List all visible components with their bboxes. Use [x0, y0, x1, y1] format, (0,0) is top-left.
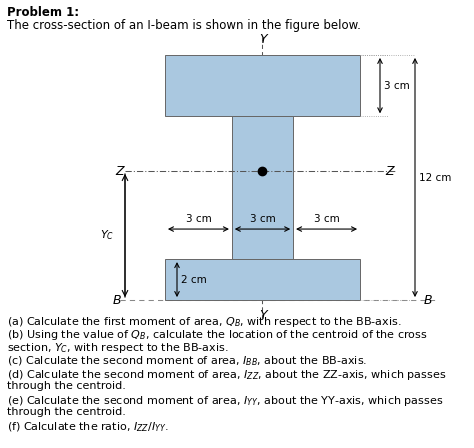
- Text: (d) Calculate the second moment of area, $I_{ZZ}$, about the ZZ-axis, which pass: (d) Calculate the second moment of area,…: [7, 368, 447, 382]
- Text: 3 cm: 3 cm: [250, 214, 275, 224]
- Text: (c) Calculate the second moment of area, $I_{BB}$, about the BB-axis.: (c) Calculate the second moment of area,…: [7, 355, 367, 368]
- Text: 3 cm: 3 cm: [314, 214, 339, 224]
- Text: B: B: [113, 293, 121, 306]
- Text: Z: Z: [116, 164, 124, 177]
- Text: 2 cm: 2 cm: [181, 275, 207, 284]
- Text: 3 cm: 3 cm: [384, 81, 410, 90]
- Text: Z: Z: [386, 164, 394, 177]
- Text: $Y_C$: $Y_C$: [100, 228, 114, 242]
- Text: (b) Using the value of $Q_B$, calculate the location of the centroid of the cros: (b) Using the value of $Q_B$, calculate …: [7, 328, 428, 342]
- Text: (a) Calculate the first moment of area, $Q_B$, with respect to the BB-axis.: (a) Calculate the first moment of area, …: [7, 315, 401, 329]
- Text: Y: Y: [260, 33, 267, 46]
- Text: 12 cm: 12 cm: [419, 172, 451, 182]
- Text: Y: Y: [260, 309, 267, 322]
- Text: The cross-section of an I-beam is shown in the figure below.: The cross-section of an I-beam is shown …: [7, 19, 361, 32]
- Text: through the centroid.: through the centroid.: [7, 407, 126, 418]
- Text: 3 cm: 3 cm: [185, 214, 211, 224]
- Text: through the centroid.: through the centroid.: [7, 381, 126, 391]
- Text: (f) Calculate the ratio, $I_{ZZ}/I_{YY}$.: (f) Calculate the ratio, $I_{ZZ}/I_{YY}$…: [7, 421, 169, 434]
- Bar: [165, 259, 360, 300]
- Text: section, $Y_C$, with respect to the BB-axis.: section, $Y_C$, with respect to the BB-a…: [7, 341, 228, 355]
- Bar: [165, 55, 360, 116]
- Text: (e) Calculate the second moment of area, $I_{YY}$, about the YY-axis, which pass: (e) Calculate the second moment of area,…: [7, 394, 443, 408]
- Text: Problem 1:: Problem 1:: [7, 6, 79, 19]
- Bar: [232, 116, 293, 259]
- Text: B: B: [424, 293, 432, 306]
